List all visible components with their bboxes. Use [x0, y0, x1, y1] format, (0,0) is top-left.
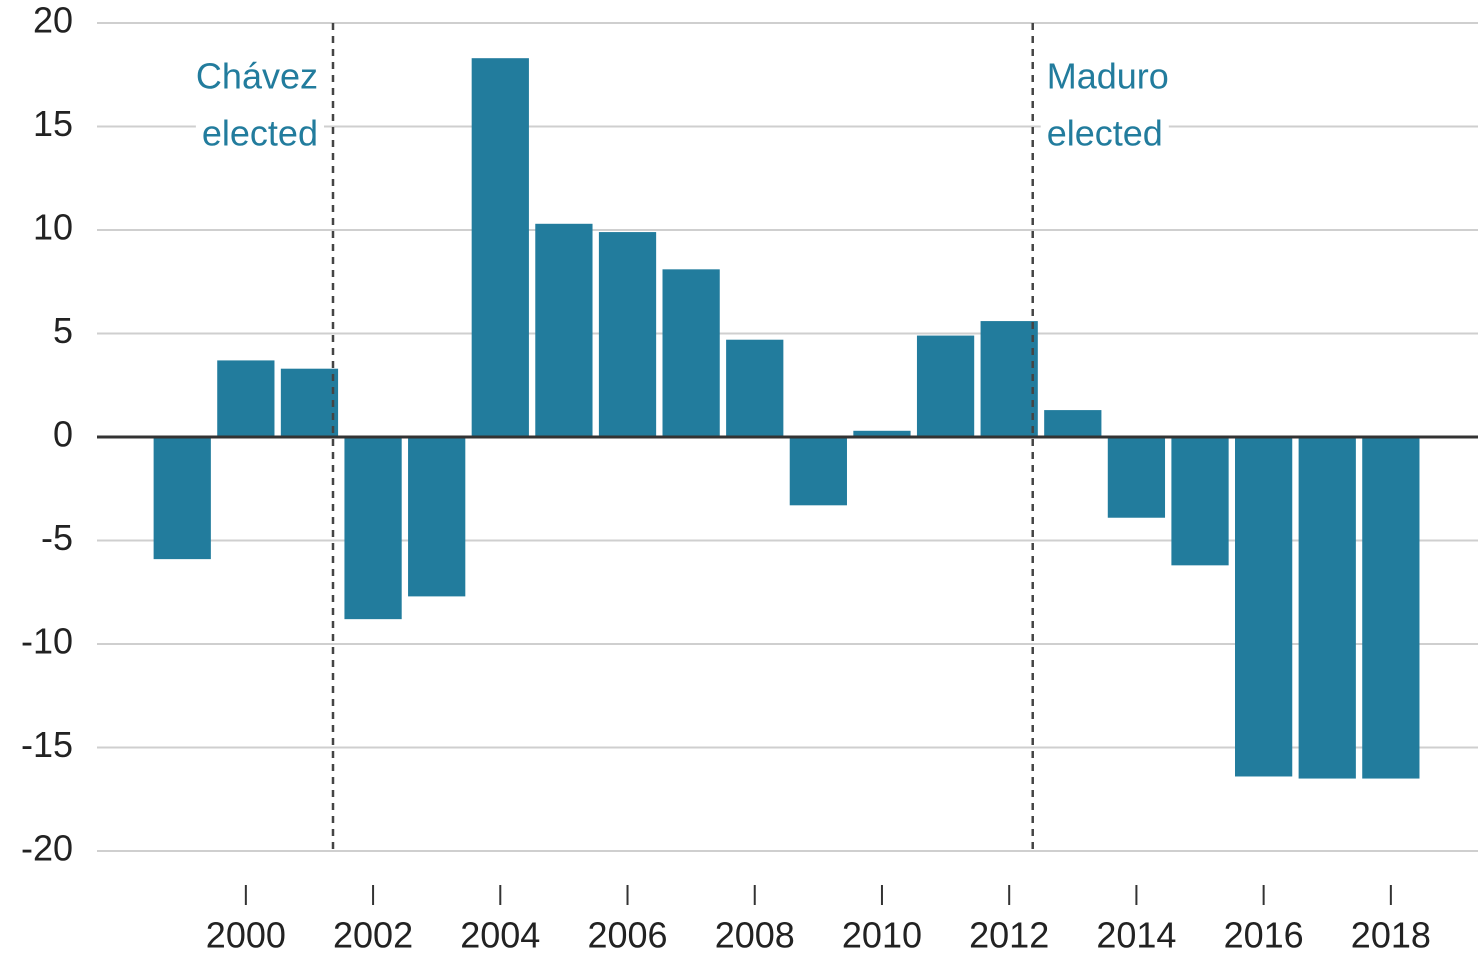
y-tick-label: 15 — [33, 103, 73, 144]
bar — [1044, 410, 1102, 437]
bar — [344, 437, 402, 620]
x-tick-label: 2010 — [842, 915, 922, 956]
x-tick-label: 2008 — [715, 915, 795, 956]
bar — [535, 223, 593, 437]
y-tick-label: -20 — [21, 828, 73, 869]
annotation-bg — [1040, 55, 1175, 97]
y-tick-label: -10 — [21, 621, 73, 662]
bar — [726, 339, 784, 437]
annotation: elected — [202, 113, 318, 154]
bar — [598, 232, 657, 437]
bar — [662, 269, 720, 437]
bar — [280, 368, 339, 437]
bar — [1362, 437, 1420, 779]
bar — [789, 437, 847, 506]
y-tick-label: -15 — [21, 724, 73, 765]
y-tick-label: 20 — [33, 0, 73, 41]
bar — [153, 437, 211, 560]
annotation-bg — [1040, 112, 1169, 154]
bar — [408, 437, 466, 597]
y-tick-label: -5 — [41, 517, 73, 558]
y-tick-label: 10 — [33, 207, 73, 248]
x-tick-label: 2012 — [969, 915, 1049, 956]
bar — [1235, 437, 1293, 777]
x-tick-label: 2018 — [1351, 915, 1431, 956]
bar — [980, 321, 1038, 437]
x-tick-label: 2006 — [587, 915, 667, 956]
x-tick-label: 2014 — [1096, 915, 1176, 956]
y-tick-label: 0 — [53, 414, 73, 455]
x-tick-label: 2000 — [206, 915, 286, 956]
x-tick-label: 2002 — [333, 915, 413, 956]
bar — [853, 430, 911, 437]
annotation: Chávez — [196, 56, 318, 97]
bar — [916, 335, 975, 437]
bar — [1107, 437, 1166, 518]
bar — [471, 58, 529, 437]
x-tick-label: 2016 — [1224, 915, 1304, 956]
y-tick-label: 5 — [53, 310, 73, 351]
annotation: Maduro — [1047, 56, 1169, 97]
bar — [217, 360, 275, 437]
bar — [1298, 437, 1356, 779]
annotation-bg — [195, 112, 324, 154]
x-tick-label: 2004 — [460, 915, 540, 956]
bar — [1171, 437, 1229, 566]
annotation: elected — [1047, 113, 1163, 154]
annotation-bg — [189, 55, 324, 97]
